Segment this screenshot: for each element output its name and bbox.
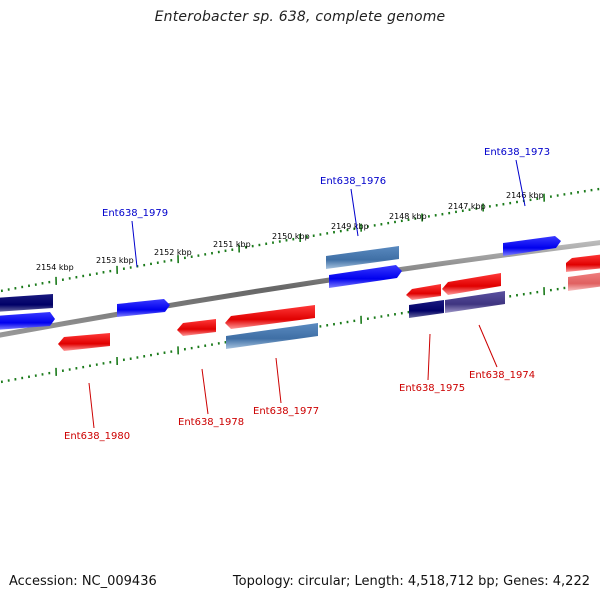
gene-ent1973[interactable]: [503, 236, 561, 256]
kbp-label-2147: 2147 kbp: [448, 202, 486, 211]
kbp-label-2149: 2149 kbp: [331, 222, 369, 231]
gene-pink-right[interactable]: [568, 272, 600, 291]
kbp-label-2148: 2148 kbp: [389, 212, 427, 221]
callout-lines: [88, 159, 526, 429]
gene-blue-left[interactable]: [0, 312, 55, 330]
kbp-labels: 2154 kbp 2153 kbp 2152 kbp 2151 kbp 2150…: [36, 191, 544, 272]
ruler-upper: [0, 187, 600, 293]
gene-ent1980[interactable]: [58, 333, 110, 351]
gene-labels: Ent638_1973 Ent638_1976 Ent638_1979 Ent6…: [64, 147, 550, 442]
gene-label-ent1976: Ent638_1976: [320, 176, 386, 187]
gene-label-ent1979: Ent638_1979: [102, 208, 168, 219]
gene-red-right[interactable]: [566, 254, 600, 272]
gene-label-ent1975: Ent638_1975: [399, 383, 465, 394]
callout-ent1978: [201, 368, 209, 415]
genes-reverse: [58, 273, 505, 351]
gene-ent1978[interactable]: [177, 319, 216, 336]
gene-label-ent1973: Ent638_1973: [484, 147, 550, 158]
gene-label-ent1974: Ent638_1974: [469, 370, 535, 381]
callout-ent1975: [427, 333, 431, 381]
gene-ent1977-steel[interactable]: [226, 323, 318, 349]
gene-ent1977-red[interactable]: [225, 305, 315, 329]
gene-label-ent1978: Ent638_1978: [178, 417, 244, 428]
gene-ent1976-blue[interactable]: [329, 265, 402, 288]
gene-ent1979[interactable]: [117, 299, 170, 317]
accession-text: Accession: NC_009436: [9, 574, 157, 589]
kbp-label-2154: 2154 kbp: [36, 263, 74, 272]
map-title: Enterobacter sp. 638, complete genome: [154, 9, 446, 25]
genes-forward: [0, 236, 600, 330]
callout-ent1976: [350, 188, 359, 237]
kbp-label-2151: 2151 kbp: [213, 240, 251, 249]
callout-ent1980: [88, 382, 95, 429]
gene-ent1974-red[interactable]: [442, 273, 501, 295]
gene-label-ent1977: Ent638_1977: [253, 406, 319, 417]
callout-ent1979: [131, 220, 138, 268]
kbp-label-2146: 2146 kbp: [506, 191, 544, 200]
gene-label-ent1980: Ent638_1980: [64, 431, 130, 442]
gene-ent1975-navy[interactable]: [409, 300, 444, 318]
callout-ent1977: [275, 357, 282, 404]
callout-ent1974: [478, 324, 498, 368]
gene-ent1974-purple[interactable]: [445, 291, 505, 313]
kbp-label-2152: 2152 kbp: [154, 248, 192, 257]
gene-ent1975-red[interactable]: [406, 284, 441, 300]
kbp-label-2150: 2150 kbp: [272, 232, 310, 241]
callout-ent1973: [515, 159, 526, 207]
genome-backbone: [0, 240, 600, 338]
kbp-label-2153: 2153 kbp: [96, 256, 134, 265]
genome-summary-text: Topology: circular; Length: 4,518,712 bp…: [232, 574, 590, 589]
gene-ent1976-steel[interactable]: [326, 246, 399, 269]
gene-navy-left[interactable]: [0, 294, 53, 312]
